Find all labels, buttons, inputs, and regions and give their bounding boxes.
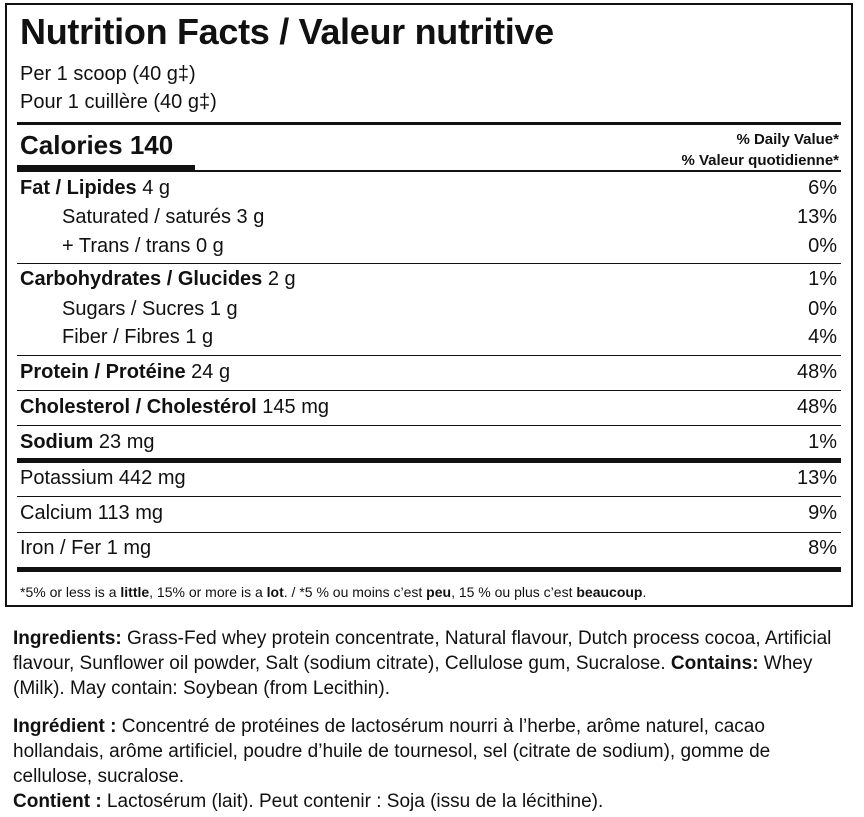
divider (17, 390, 841, 391)
nutrition-title: Nutrition Facts / Valeur nutritive (20, 11, 554, 52)
nutrient-dv: 48% (796, 396, 837, 418)
divider (17, 355, 841, 356)
contains-label: Contient : (13, 791, 102, 812)
nutrient-label: Potassium 442 mg (20, 467, 186, 489)
nutrient-row-cholesterol: Cholesterol / Cholestérol 145 mg 48% (20, 396, 837, 419)
nutrient-dv: 48% (796, 361, 837, 383)
nutrient-row-protein: Protein / Protéine 24 g 48% (20, 361, 837, 384)
nutrient-label: Sodium (20, 431, 94, 453)
nutrient-amount: 24 g (191, 361, 231, 383)
nutrient-row-carbohydrates: Carbohydrates / Glucides 2 g 1% (20, 268, 837, 291)
nutrition-facts-panel: Nutrition Facts / Valeur nutritive Per 1… (5, 3, 853, 607)
nutrient-row-saturated: Saturated / saturés 3 g 13% (62, 206, 837, 229)
daily-value-header-fr: % Valeur quotidienne* (681, 152, 839, 169)
ingredients-text: Grass-Fed whey protein concentrate, Natu… (13, 628, 832, 674)
divider (17, 425, 841, 426)
footnote-text: , 15% or more is a (149, 584, 267, 600)
nutrient-label: Cholesterol / Cholestérol (20, 396, 257, 418)
nutrient-dv: 6% (808, 177, 837, 199)
footnote-bold: little (120, 584, 150, 600)
divider (17, 263, 841, 264)
ingredients-label: Ingredients: (13, 628, 122, 649)
footnote-text: *5% or less is a (20, 584, 121, 600)
nutrient-row-trans: + Trans / trans 0 g 0% (62, 235, 837, 258)
daily-value-header-en: % Daily Value* (736, 131, 839, 148)
ingredients-text: Concentré de protéines de lactosérum nou… (13, 716, 771, 787)
nutrient-row-sugars: Sugars / Sucres 1 g 0% (62, 298, 837, 321)
nutrient-row-fiber: Fiber / Fibres 1 g 4% (62, 326, 837, 349)
nutrient-dv: 4% (808, 326, 837, 348)
nutrient-dv: 1% (808, 268, 837, 290)
ingredients-en: Ingredients: Grass-Fed whey protein conc… (13, 626, 853, 701)
nutrient-dv: 9% (808, 502, 837, 524)
nutrient-amount: 145 mg (262, 396, 329, 418)
nutrient-label: Iron / Fer 1 mg (20, 537, 152, 559)
contains-text: Lactosérum (lait). Peut contenir : Soja … (101, 791, 604, 812)
nutrient-dv: 13% (796, 206, 837, 228)
divider-thick (17, 567, 841, 572)
contains-text: Whey (Milk). May contain: Soybean (from … (13, 653, 813, 699)
nutrient-label: + Trans / trans 0 g (62, 235, 224, 257)
daily-value-footnote: *5% or less is a little, 15% or more is … (20, 584, 646, 600)
nutrient-row-iron: Iron / Fer 1 mg 8% (20, 537, 837, 560)
serving-size-en: Per 1 scoop (40 g‡) (20, 63, 196, 85)
nutrient-row-calcium: Calcium 113 mg 9% (20, 502, 837, 525)
footnote-bold: beaucoup (576, 584, 643, 600)
nutrient-label: Carbohydrates / Glucides (20, 268, 263, 290)
divider-thick (17, 458, 841, 463)
contains-label: Contains: (670, 653, 759, 674)
serving-size-fr: Pour 1 cuillère (40 g‡) (20, 91, 217, 113)
nutrient-row-potassium: Potassium 442 mg 13% (20, 467, 837, 490)
nutrient-label: Protein / Protéine (20, 361, 186, 383)
nutrient-amount: 4 g (142, 177, 171, 199)
footnote-bold: lot (266, 584, 284, 600)
nutrient-label: Fat / Lipides (20, 177, 137, 199)
nutrient-row-sodium: Sodium 23 mg 1% (20, 431, 837, 454)
ingredients-fr: Ingrédient : Concentré de protéines de l… (13, 714, 853, 814)
nutrient-label: Saturated / saturés 3 g (62, 206, 265, 228)
nutrient-label: Calcium 113 mg (20, 502, 164, 524)
footnote-text: . / *5 % ou moins c’est (283, 584, 427, 600)
footnote-text: . (642, 584, 647, 600)
nutrient-label: Sugars / Sucres 1 g (62, 298, 238, 320)
ingredients-label: Ingrédient : (13, 716, 117, 737)
nutrient-amount: 2 g (267, 268, 296, 290)
nutrient-amount: 23 mg (98, 431, 155, 453)
divider (17, 170, 841, 172)
footnote-text: , 15 % ou plus c’est (451, 584, 577, 600)
footnote-bold: peu (426, 584, 452, 600)
nutrient-row-fat: Fat / Lipides 4 g 6% (20, 177, 837, 200)
daily-value-header: % Daily Value* % Valeur quotidienne* (681, 129, 839, 171)
nutrient-dv: 13% (796, 467, 837, 489)
divider (17, 496, 841, 497)
divider (17, 532, 841, 533)
divider-thick (17, 122, 841, 125)
nutrient-dv: 8% (808, 537, 837, 559)
nutrient-dv: 0% (808, 235, 837, 257)
nutrient-label: Fiber / Fibres 1 g (62, 326, 214, 348)
calories: Calories 140 (20, 130, 174, 160)
nutrient-dv: 0% (808, 298, 837, 320)
calories-underline (17, 165, 195, 170)
nutrient-dv: 1% (808, 431, 837, 453)
